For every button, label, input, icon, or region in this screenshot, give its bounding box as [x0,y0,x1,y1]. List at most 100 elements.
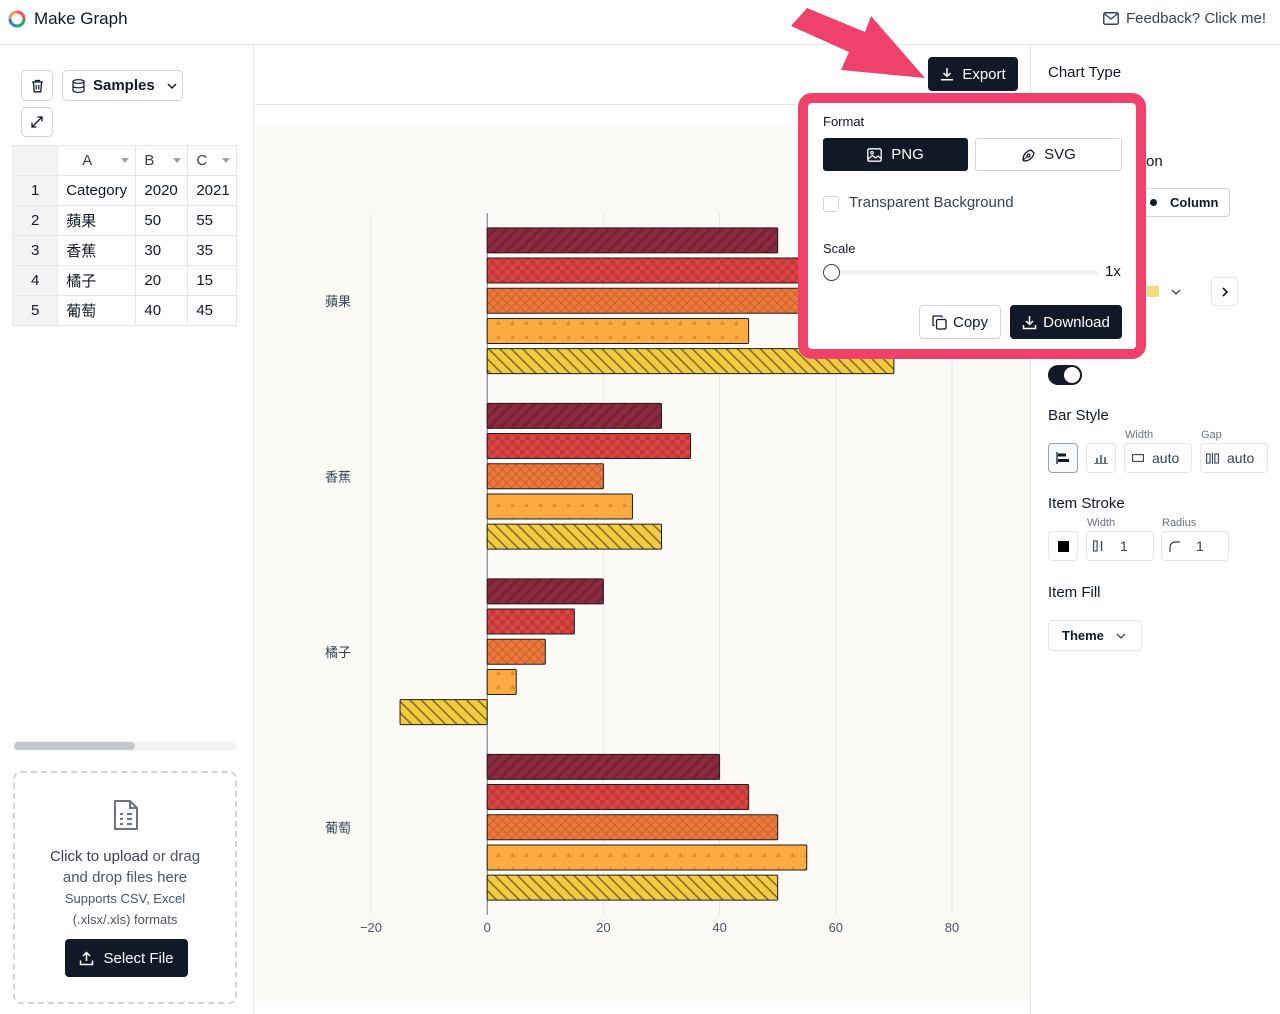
select-file-label: Select File [103,949,174,967]
table-cell[interactable]: 蘋果 [57,205,137,236]
scale-slider-thumb[interactable] [823,264,840,281]
table-row: 4 橘子 20 15 [12,265,237,296]
chart-type-label: Chart Type [1048,64,1122,81]
color-palette-select[interactable] [1137,277,1203,306]
column-header-label: B [144,152,155,169]
item-fill-select[interactable]: Theme [1048,620,1142,651]
row-number: 5 [12,295,59,326]
bar [486,402,662,429]
table-cell[interactable]: Category [57,175,137,206]
select-file-button[interactable]: Select File [65,939,188,977]
x-tick-label: 0 [484,920,491,935]
download-button[interactable]: Download [1010,305,1122,339]
bar [486,317,750,344]
column-header-b[interactable]: B [135,145,189,176]
table-cell[interactable]: 55 [187,205,237,236]
upload-formats-line2: (.xlsx/.xls) formats [72,912,178,927]
stroke-radius-input[interactable]: 1 [1161,531,1229,561]
bar-width-input[interactable]: auto [1124,443,1192,473]
bar-style-vertical[interactable] [1086,443,1116,473]
bar-gap-input[interactable]: auto [1200,443,1268,473]
stroke-color-picker[interactable] [1048,531,1078,561]
toggle-knob [1064,367,1080,383]
bar [486,348,895,375]
column-header-label: C [196,152,208,169]
bar [399,699,488,726]
export-popover: Format PNG SVG Transparent Background Sc… [808,103,1136,349]
bar [486,844,808,871]
stroke-color-swatch [1057,540,1069,552]
clear-data-button[interactable] [21,70,53,101]
table-cell[interactable]: 35 [187,235,237,266]
table-cell[interactable]: 橘子 [57,265,137,296]
download-icon [1022,315,1037,329]
x-tick-label: 60 [829,920,843,935]
chevron-down-icon [1116,633,1126,639]
table-cell[interactable]: 50 [135,205,189,236]
svg-format-button[interactable]: SVG [975,138,1122,171]
upload-formats-line1: Supports CSV, Excel [64,891,186,906]
chevron-right-icon [1221,286,1228,297]
toggle-switch[interactable] [1048,365,1082,385]
scale-slider-track[interactable] [832,270,1098,275]
palette-swatch [1147,286,1159,297]
copy-button[interactable]: Copy [919,305,1001,339]
bar [486,638,546,665]
caret-down-icon [121,158,130,163]
table-cell[interactable]: 2021 [187,175,237,206]
bar [486,753,721,780]
table-cell[interactable]: 15 [187,265,237,296]
upload-instructions: Click to upload or drag and drop files h… [15,846,235,888]
table-cell[interactable]: 40 [135,295,189,326]
item-fill-value: Theme [1062,628,1104,643]
mail-icon [1102,12,1119,25]
expand-button[interactable] [21,107,53,137]
x-tick-label: 20 [596,920,610,935]
column-header-a[interactable]: A [57,145,137,176]
radius-icon [1169,540,1180,552]
table-cell[interactable]: 香蕉 [57,235,137,266]
stroke-width-input[interactable]: 1 [1086,531,1154,561]
item-stroke-label: Item Stroke [1048,495,1125,512]
upload-formats-note: Supports CSV, Excel (.xlsx/.xls) formats [15,888,235,930]
upload-instructions-line2: and drop files here [62,869,188,886]
column-header-label: A [82,152,93,169]
samples-dropdown[interactable]: Samples [62,70,183,101]
data-panel: Samples A B C 1 Category 2020 2021 2 蘋果 … [0,45,254,1014]
bar [486,874,779,901]
column-option[interactable]: Column [1137,188,1230,217]
table-cell[interactable]: 葡萄 [57,295,137,326]
next-palette-button[interactable] [1211,277,1238,306]
bar-gap-value: auto [1227,450,1255,466]
samples-label: Samples [93,77,155,94]
horizontal-scrollbar[interactable] [14,741,237,751]
table-cell[interactable]: 2020 [135,175,189,206]
file-upload-dropzone[interactable]: Click to upload or drag and drop files h… [13,771,237,1004]
row-number: 4 [12,265,59,296]
chevron-down-icon [1171,289,1181,295]
bar-style-horizontal[interactable] [1048,443,1078,473]
column-header-c[interactable]: C [187,145,237,176]
table-cell[interactable]: 20 [135,265,189,296]
app-logo-icon [8,10,26,28]
transparent-background-checkbox[interactable] [823,196,839,212]
x-tick-label: 40 [712,920,726,935]
png-format-button[interactable]: PNG [823,138,968,171]
stroke-width-value: 1 [1120,538,1128,554]
export-button[interactable]: Export [928,57,1018,91]
table-cell[interactable]: 30 [135,235,189,266]
row-number: 1 [12,175,59,206]
table-cell[interactable]: 45 [187,295,237,326]
table-row: 1 Category 2020 2021 [12,175,237,206]
bar-width-label: Width [1125,429,1154,441]
x-tick-label: −20 [360,920,382,935]
stroke-radius-value: 1 [1196,538,1204,554]
x-tick-label: 80 [945,920,959,935]
y-category-label: 香蕉 [325,470,351,485]
transparent-background-label[interactable]: Transparent Background [849,194,1014,211]
copy-label: Copy [952,313,989,331]
feedback-link[interactable]: Feedback? Click me! [1102,10,1266,27]
table-row: 3 香蕉 30 35 [12,235,237,266]
scrollbar-thumb[interactable] [14,742,135,750]
bar [486,668,517,695]
